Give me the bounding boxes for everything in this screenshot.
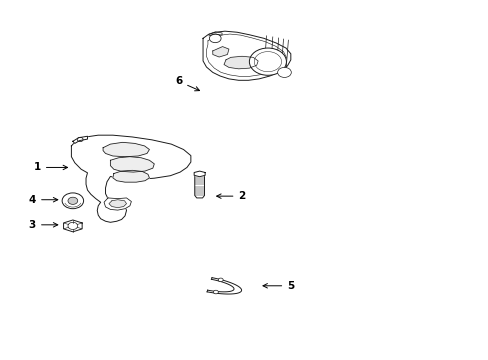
Circle shape (277, 67, 291, 77)
Circle shape (68, 197, 78, 204)
Text: 5: 5 (263, 281, 294, 291)
Polygon shape (194, 174, 204, 198)
Text: 3: 3 (29, 220, 58, 230)
Polygon shape (104, 198, 131, 210)
Polygon shape (224, 56, 258, 69)
Polygon shape (103, 142, 149, 157)
Polygon shape (73, 136, 87, 143)
Circle shape (209, 34, 221, 42)
Polygon shape (113, 170, 149, 182)
Polygon shape (63, 220, 82, 232)
Polygon shape (71, 135, 190, 222)
Polygon shape (212, 46, 228, 57)
Text: 6: 6 (175, 76, 199, 91)
Polygon shape (109, 200, 126, 208)
Text: 2: 2 (216, 191, 245, 201)
Circle shape (249, 48, 286, 75)
Circle shape (68, 222, 78, 229)
Circle shape (213, 290, 218, 294)
Polygon shape (110, 157, 154, 172)
Text: 4: 4 (29, 195, 58, 205)
Circle shape (62, 193, 83, 209)
Text: 1: 1 (34, 162, 67, 172)
Polygon shape (203, 31, 290, 80)
Polygon shape (194, 171, 204, 177)
Circle shape (218, 278, 223, 282)
Polygon shape (207, 278, 241, 294)
